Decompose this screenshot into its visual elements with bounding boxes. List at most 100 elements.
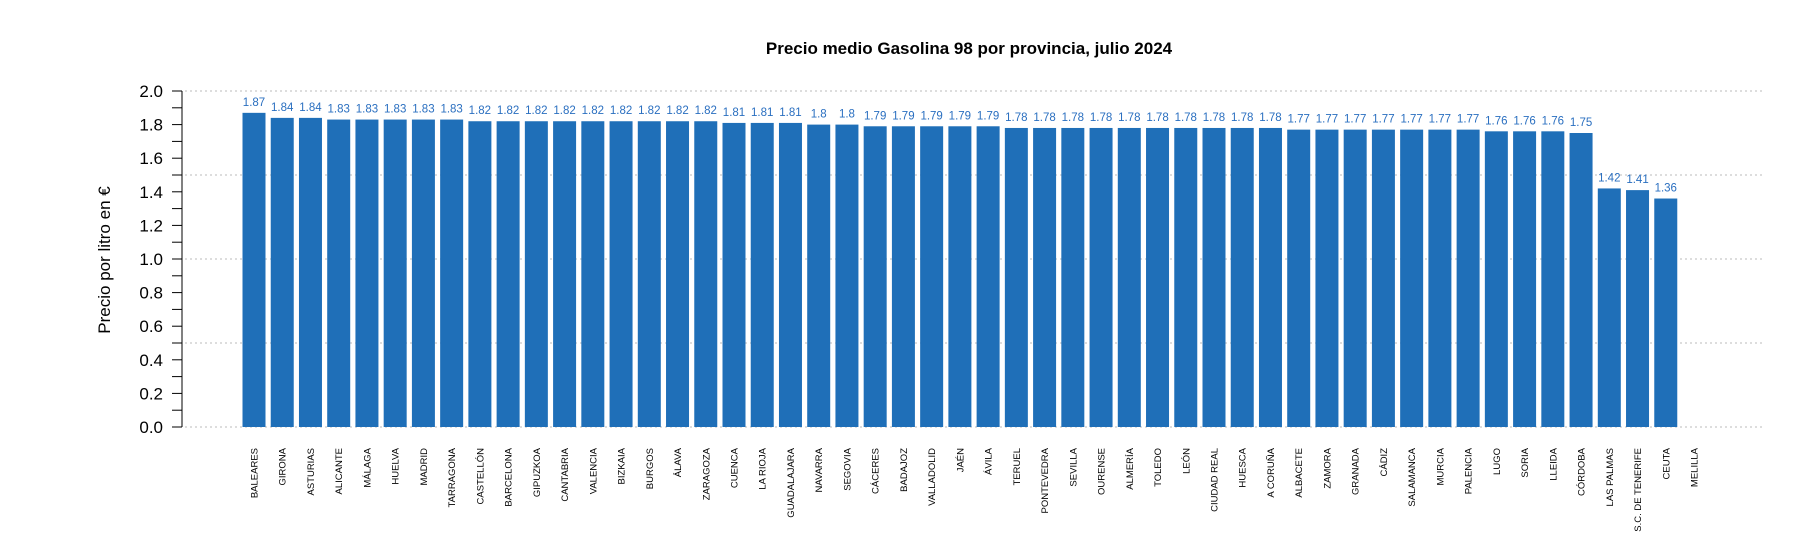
x-tick-label: PALENCIA <box>1464 447 1475 494</box>
value-label: 1.77 <box>1316 114 1338 126</box>
value-label: 1.81 <box>723 107 745 119</box>
y-tick-label: 2.0 <box>139 82 163 101</box>
x-tick-label: VALLADOLID <box>927 448 938 506</box>
bar <box>1343 129 1367 427</box>
y-tick-label: 1.0 <box>139 250 163 269</box>
x-tick-label: GRANADA <box>1351 447 1362 495</box>
x-tick-label: MADRID <box>419 448 430 486</box>
x-tick-label: TERUEL <box>1012 448 1023 485</box>
bar <box>637 121 661 428</box>
value-label: 1.83 <box>356 104 378 116</box>
x-tick-label: LAS PALMAS <box>1605 448 1616 506</box>
bar <box>948 126 972 427</box>
bar <box>835 124 859 427</box>
value-label: 1.82 <box>610 105 632 117</box>
value-label: 1.77 <box>1429 114 1451 126</box>
x-tick-label: BADAJOZ <box>899 448 910 492</box>
y-tick-label: 0.4 <box>139 351 163 370</box>
y-tick-label: 1.8 <box>139 116 163 135</box>
x-tick-label: BALEARES <box>250 448 261 498</box>
x-tick-label: BARCELONA <box>504 447 515 506</box>
bar <box>1315 129 1339 427</box>
bar <box>609 121 633 428</box>
bar <box>891 126 915 427</box>
value-label: 1.77 <box>1344 114 1366 126</box>
value-label: 1.83 <box>440 104 462 116</box>
value-label: 1.78 <box>1033 112 1055 124</box>
value-label: 1.83 <box>384 104 406 116</box>
x-tick-label: NAVARRA <box>814 447 825 492</box>
value-label: 1.42 <box>1598 172 1620 184</box>
y-tick-label: 0.2 <box>139 384 163 403</box>
x-tick-label: MELILLA <box>1690 447 1701 487</box>
value-label: 1.84 <box>299 102 322 114</box>
bar <box>722 122 746 428</box>
y-tick-label: 1.2 <box>139 216 163 235</box>
bar <box>383 119 407 427</box>
bar <box>553 121 577 428</box>
value-label: 1.76 <box>1542 115 1564 127</box>
value-label: 1.77 <box>1457 114 1479 126</box>
x-tick-label: ALMERÍA <box>1125 447 1136 489</box>
x-tick-label: MÁLAGA <box>362 447 373 487</box>
x-tick-label: HUELVA <box>391 447 402 484</box>
x-tick-label: LUGO <box>1492 448 1503 475</box>
x-tick-label: LLEIDA <box>1548 447 1559 480</box>
bar <box>863 126 887 427</box>
bar <box>920 126 944 427</box>
bar <box>1371 129 1395 427</box>
y-axis-label: Precio por litro en € <box>95 186 114 334</box>
x-tick-label: SORIA <box>1520 447 1531 477</box>
bar <box>242 112 266 427</box>
bar <box>1230 127 1254 428</box>
x-tick-label: GIRONA <box>278 447 289 485</box>
x-tick-label: LEÓN <box>1181 448 1192 474</box>
x-tick-label: CIUDAD REAL <box>1210 448 1221 512</box>
value-label: 1.78 <box>1118 112 1140 124</box>
value-label: 1.78 <box>1203 112 1225 124</box>
x-tick-label: ALBACETE <box>1294 448 1305 498</box>
bar <box>778 122 802 428</box>
y-tick-label: 0.8 <box>139 284 163 303</box>
value-label: 1.8 <box>839 109 855 121</box>
bar <box>1174 127 1198 428</box>
x-tick-label: ALICANTE <box>334 448 345 494</box>
value-label: 1.82 <box>497 105 519 117</box>
value-label: 1.78 <box>1005 112 1027 124</box>
bar <box>1428 129 1452 427</box>
value-label: 1.82 <box>582 105 604 117</box>
bar <box>1626 190 1650 427</box>
bar <box>750 122 774 428</box>
bar <box>1258 127 1282 428</box>
value-label: 1.78 <box>1090 112 1112 124</box>
x-tick-label: CANTABRIA <box>560 447 571 501</box>
bar <box>1033 127 1057 428</box>
value-label: 1.79 <box>977 110 999 122</box>
x-tick-label: ÁLAVA <box>673 447 684 477</box>
value-label: 1.81 <box>779 107 801 119</box>
bar <box>1513 131 1537 427</box>
bar <box>1400 129 1424 427</box>
bar <box>1484 131 1508 427</box>
y-tick-label: 0.6 <box>139 317 163 336</box>
x-axis-labels: BALEARES GIRONA ASTURIAS ALICANTE MÁLAGA HUEL… <box>250 447 1701 531</box>
value-label: 1.87 <box>243 97 265 109</box>
bar <box>1004 127 1028 428</box>
value-labels: 1.87 1.84 1.84 1.83 1.83 1.83 1.83 1.83 1.82 1.82… <box>243 97 1677 195</box>
value-label: 1.79 <box>892 110 914 122</box>
value-label: 1.79 <box>949 110 971 122</box>
bar <box>298 117 322 427</box>
y-tick-label: 1.4 <box>139 183 163 202</box>
bar <box>270 117 294 427</box>
value-label: 1.36 <box>1655 183 1677 195</box>
bar <box>1089 127 1113 428</box>
x-tick-label: CEUTA <box>1661 447 1672 479</box>
bar <box>440 119 464 427</box>
value-label: 1.78 <box>1146 112 1168 124</box>
value-label: 1.79 <box>920 110 942 122</box>
value-label: 1.81 <box>751 107 773 119</box>
bar <box>1146 127 1170 428</box>
y-axis: 0.0 0.2 0.4 0.6 0.8 1.0 1.2 1.4 1.6 1.8 2.0 <box>139 82 183 437</box>
x-tick-label: CASTELLÓN <box>475 448 486 505</box>
